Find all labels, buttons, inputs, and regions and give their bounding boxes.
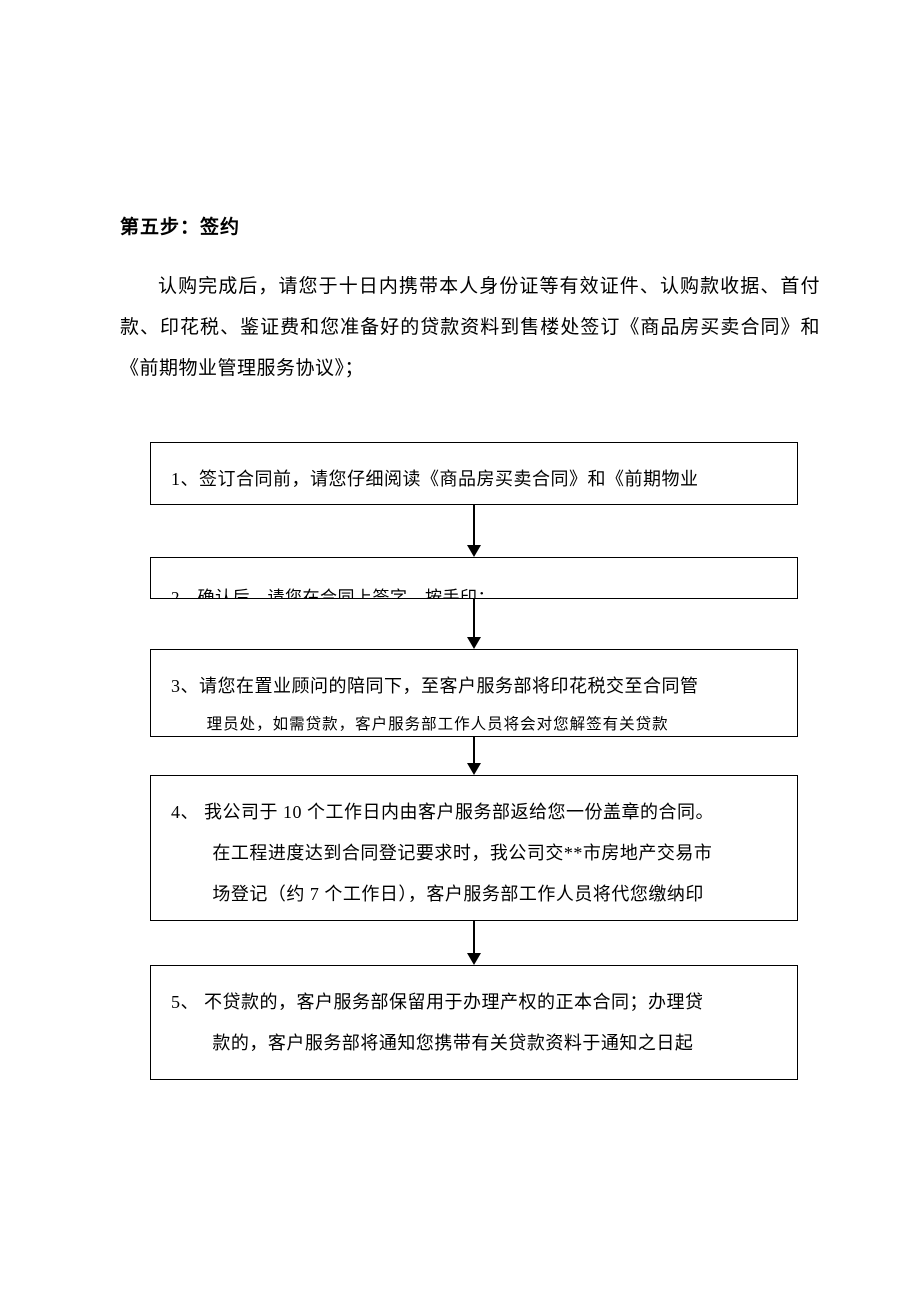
flow-step-2: 2、确认后，请您在合同上签字，按手印； — [150, 557, 798, 599]
flow-step-5: 5、 不贷款的，客户服务部保留用于办理产权的正本合同；办理贷 款的，客户服务部将… — [150, 965, 798, 1080]
flow-step-3: 3、请您在置业顾问的陪同下，至客户服务部将印花税交至合同管 理员处，如需贷款，客… — [150, 649, 798, 737]
flow-step-2-line1: 2、确认后，请您在合同上签字，按手印； — [171, 578, 777, 599]
arrow-down-icon — [467, 953, 481, 965]
flow-step-4: 4、 我公司于 10 个工作日内由客户服务部返给您一份盖章的合同。 在工程进度达… — [150, 775, 798, 921]
flow-step-4-line1: 4、 我公司于 10 个工作日内由客户服务部返给您一份盖章的合同。 — [171, 792, 777, 833]
flow-step-4-line2a: 在工程进度达到合同登记要求时，我公司交**市房地产交易市 — [171, 833, 777, 874]
flowchart: 1、签订合同前，请您仔细阅读《商品房买卖合同》和《前期物业 。。 2、确认后，请… — [150, 442, 798, 1080]
flow-arrow-1 — [467, 505, 481, 557]
flow-arrow-3 — [467, 737, 481, 775]
flow-step-5-line2: 款的，客户服务部将通知您携带有关贷款资料于通知之日起 — [171, 1023, 777, 1064]
arrow-down-icon — [467, 763, 481, 775]
flow-arrow-4 — [467, 921, 481, 965]
flow-step-1: 1、签订合同前，请您仔细阅读《商品房买卖合同》和《前期物业 。。 — [150, 442, 798, 505]
section-heading: 第五步：签约 — [120, 212, 820, 239]
flow-step-3-line2: 理员处，如需贷款，客户服务部工作人员将会对您解签有关贷款 — [171, 707, 777, 737]
flow-step-4-line2b: 场登记（约 7 个工作日），客户服务部工作人员将代您缴纳印 — [171, 874, 777, 915]
flow-step-3-line1: 3、请您在置业顾问的陪同下，至客户服务部将印花税交至合同管 — [171, 666, 777, 707]
arrow-down-icon — [467, 545, 481, 557]
intro-paragraph: 认购完成后，请您于十日内携带本人身份证等有效证件、认购款收据、首付款、印花税、鉴… — [120, 267, 820, 390]
flow-step-1-line1: 1、签订合同前，请您仔细阅读《商品房买卖合同》和《前期物业 — [171, 459, 777, 500]
flow-step-5-line1: 5、 不贷款的，客户服务部保留用于办理产权的正本合同；办理贷 — [171, 982, 777, 1023]
arrow-down-icon — [467, 637, 481, 649]
flow-arrow-2 — [467, 599, 481, 649]
